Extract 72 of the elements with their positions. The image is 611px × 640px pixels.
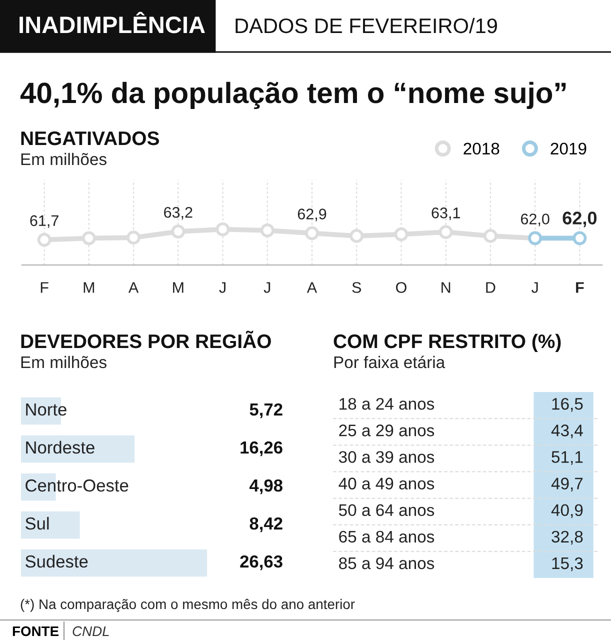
category-label: 25 a 29 anos [339,424,434,436]
data-label: 5,72 [250,403,282,418]
point [82,231,96,246]
data-label: 49,7 [551,478,583,492]
data-label: 8,42 [250,517,282,532]
x-tick-label: A [128,282,139,293]
x-tick-label: J [264,282,270,293]
x-tick-label: J [219,282,226,293]
x-tick-label: A [306,282,318,293]
point [260,223,274,238]
point [126,230,140,245]
text: (*) Na comparação com o mesmo mês do ano anterior [20,598,355,612]
x-tick-label: F [40,282,48,293]
x-tick-label: N [442,282,450,293]
point [484,229,498,243]
chart-subtitle: Em milhões [21,356,106,368]
data-label: 62,9 [298,208,326,222]
data-label: 26,63 [240,555,282,570]
legend-label: 2019 [550,142,586,155]
category-label: 50 a 64 anos [338,504,434,516]
y-tick-label: Centro-Oeste [26,479,128,492]
chart-subtitle: Em milhões [21,152,106,166]
data-label: 15,3 [552,557,583,572]
category-label: 65 a 84 anos [339,530,434,543]
text: FONTE [12,626,59,636]
data-label: 32,8 [552,530,583,545]
category-label: 18 a 24 anos [340,398,434,410]
y-tick-label: Sul [26,516,49,530]
point [37,232,52,247]
x-tick-label: J [531,282,538,293]
x-tick-label: M [84,282,94,293]
y-tick-label: Sudeste [26,554,88,568]
x-tick-label: F [576,282,584,293]
data-label: 40,9 [551,504,583,518]
text: DADOS DE FEVEREIRO/19 [236,18,497,34]
data-label: 4,98 [249,479,282,494]
data-label: 16,26 [240,441,282,456]
text: 40,1% da população tem o “nome sujo” [20,82,566,110]
data-label: 51,1 [552,451,583,465]
point [572,231,587,246]
x-tick-label: M [173,282,184,293]
data-label: 63,1 [432,208,460,220]
category-label: 30 a 39 anos [338,451,434,463]
chart-title: DEVEDORES POR REGIÃO [21,330,271,348]
bar [21,549,208,577]
category-label: 85 a 94 anos [339,557,434,570]
bar [21,511,80,539]
point [394,227,408,242]
data-label: 43,4 [551,424,583,438]
text: INADIMPLÊNCIA [20,12,205,34]
legend-label: 2018 [464,142,500,155]
data-label: 16,5 [552,398,583,412]
point [305,226,319,240]
x-tick-label: D [486,282,496,293]
text: Por faixa etária [334,356,446,368]
data-label: 61,7 [30,215,58,228]
point [216,222,230,236]
chart-title: NEGATIVADOS [21,131,159,146]
data-label: 63,2 [164,206,192,220]
data-label: 62,0 [562,212,597,228]
category-label: 40 a 49 anos [338,478,434,490]
x-tick-label: O [396,282,406,293]
x-tick-label: S [352,282,362,293]
point [438,225,453,240]
y-tick-label: Norte [26,404,66,416]
text: CNDL [72,626,109,636]
data-label: 62,0 [520,214,550,226]
point [171,224,186,238]
text: COM CPF RESTRITO (%) [334,334,561,352]
point [350,229,364,243]
y-tick-label: Nordeste [26,440,94,454]
bar [21,435,135,463]
